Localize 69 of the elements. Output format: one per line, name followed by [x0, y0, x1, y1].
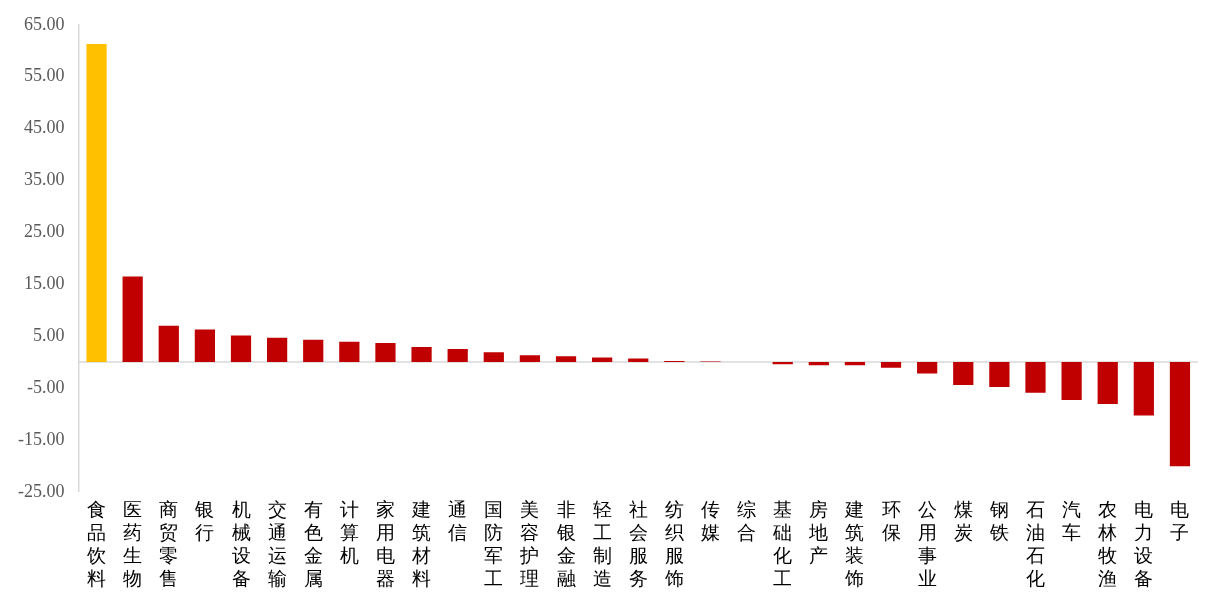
y-tick-label: 45.00	[23, 117, 65, 138]
bar	[917, 362, 938, 374]
x-tick-label: 商贸零售	[159, 499, 179, 589]
x-tick-label: 美容护理	[519, 499, 540, 589]
y-tick-label: -15.00	[17, 428, 65, 449]
bar	[1025, 362, 1046, 393]
bar	[411, 347, 432, 363]
x-tick-label: 电力设备	[1134, 499, 1154, 589]
bar	[555, 356, 577, 363]
x-tick-label: 轻工制造	[592, 499, 612, 589]
bar	[1133, 362, 1154, 416]
y-tick-label: 55.00	[23, 65, 65, 86]
bar	[447, 349, 468, 363]
x-tick-label: 食品饮料	[86, 499, 107, 589]
y-tick-label: 25.00	[23, 221, 65, 242]
x-tick-label: 基础化工	[772, 499, 793, 589]
x-tick-label: 石油石化	[1025, 499, 1045, 589]
bar	[483, 352, 504, 363]
x-tick-label: 非银金融	[555, 499, 576, 589]
x-tick-label: 建筑材料	[411, 499, 432, 589]
x-tick-label: 电子	[1170, 499, 1190, 543]
x-tick-label: 钢铁	[988, 499, 1009, 543]
bar	[1169, 362, 1191, 467]
bar	[122, 276, 143, 363]
y-tick-label: 15.00	[23, 272, 65, 293]
bar	[303, 339, 324, 363]
bar	[1097, 362, 1118, 405]
y-tick-label: -25.00	[17, 480, 65, 501]
x-tick-label: 环保	[881, 499, 901, 543]
bar	[86, 44, 107, 363]
bar	[592, 357, 613, 363]
x-tick-label: 通信	[448, 499, 468, 543]
y-tick-label: 5.00	[32, 324, 65, 345]
y-tick-label: 65.00	[23, 13, 65, 34]
y-tick-label: 35.00	[23, 169, 65, 190]
x-tick-label: 机械设备	[231, 499, 251, 589]
bar	[194, 329, 215, 363]
x-tick-label: 社会服务	[628, 499, 648, 589]
x-tick-label: 房地产	[808, 499, 829, 566]
bar	[844, 362, 866, 366]
bar	[375, 342, 396, 363]
x-tick-label: 纺织服饰	[663, 499, 684, 589]
x-tick-label: 家用电器	[375, 499, 395, 589]
bar	[953, 362, 974, 385]
x-tick-label: 交通运输	[267, 499, 287, 589]
x-tick-label: 传媒	[700, 499, 720, 543]
x-tick-label: 有色金属	[303, 499, 323, 589]
x-tick-label: 综合	[737, 499, 757, 543]
bar	[519, 355, 541, 363]
x-tick-label: 建筑装饰	[844, 499, 865, 589]
x-tick-label: 医药生物	[123, 499, 143, 589]
bar	[267, 337, 288, 363]
bar	[230, 335, 252, 363]
x-tick-label: 银行	[194, 499, 215, 543]
bar	[1061, 362, 1082, 400]
bar	[880, 362, 902, 368]
x-tick-label: 汽车	[1062, 499, 1082, 543]
bar	[158, 325, 179, 363]
bar	[628, 358, 649, 363]
x-tick-label: 农林牧渔	[1097, 499, 1118, 589]
bar	[989, 362, 1010, 387]
y-tick-label: -5.00	[26, 376, 65, 397]
bar	[808, 362, 829, 366]
x-tick-label: 公用事业	[917, 499, 937, 589]
x-tick-label: 计算机	[339, 499, 359, 566]
x-tick-label: 煤炭	[953, 499, 973, 543]
bar	[772, 362, 793, 365]
bar	[339, 341, 360, 363]
x-tick-label: 国防军工	[484, 499, 504, 589]
